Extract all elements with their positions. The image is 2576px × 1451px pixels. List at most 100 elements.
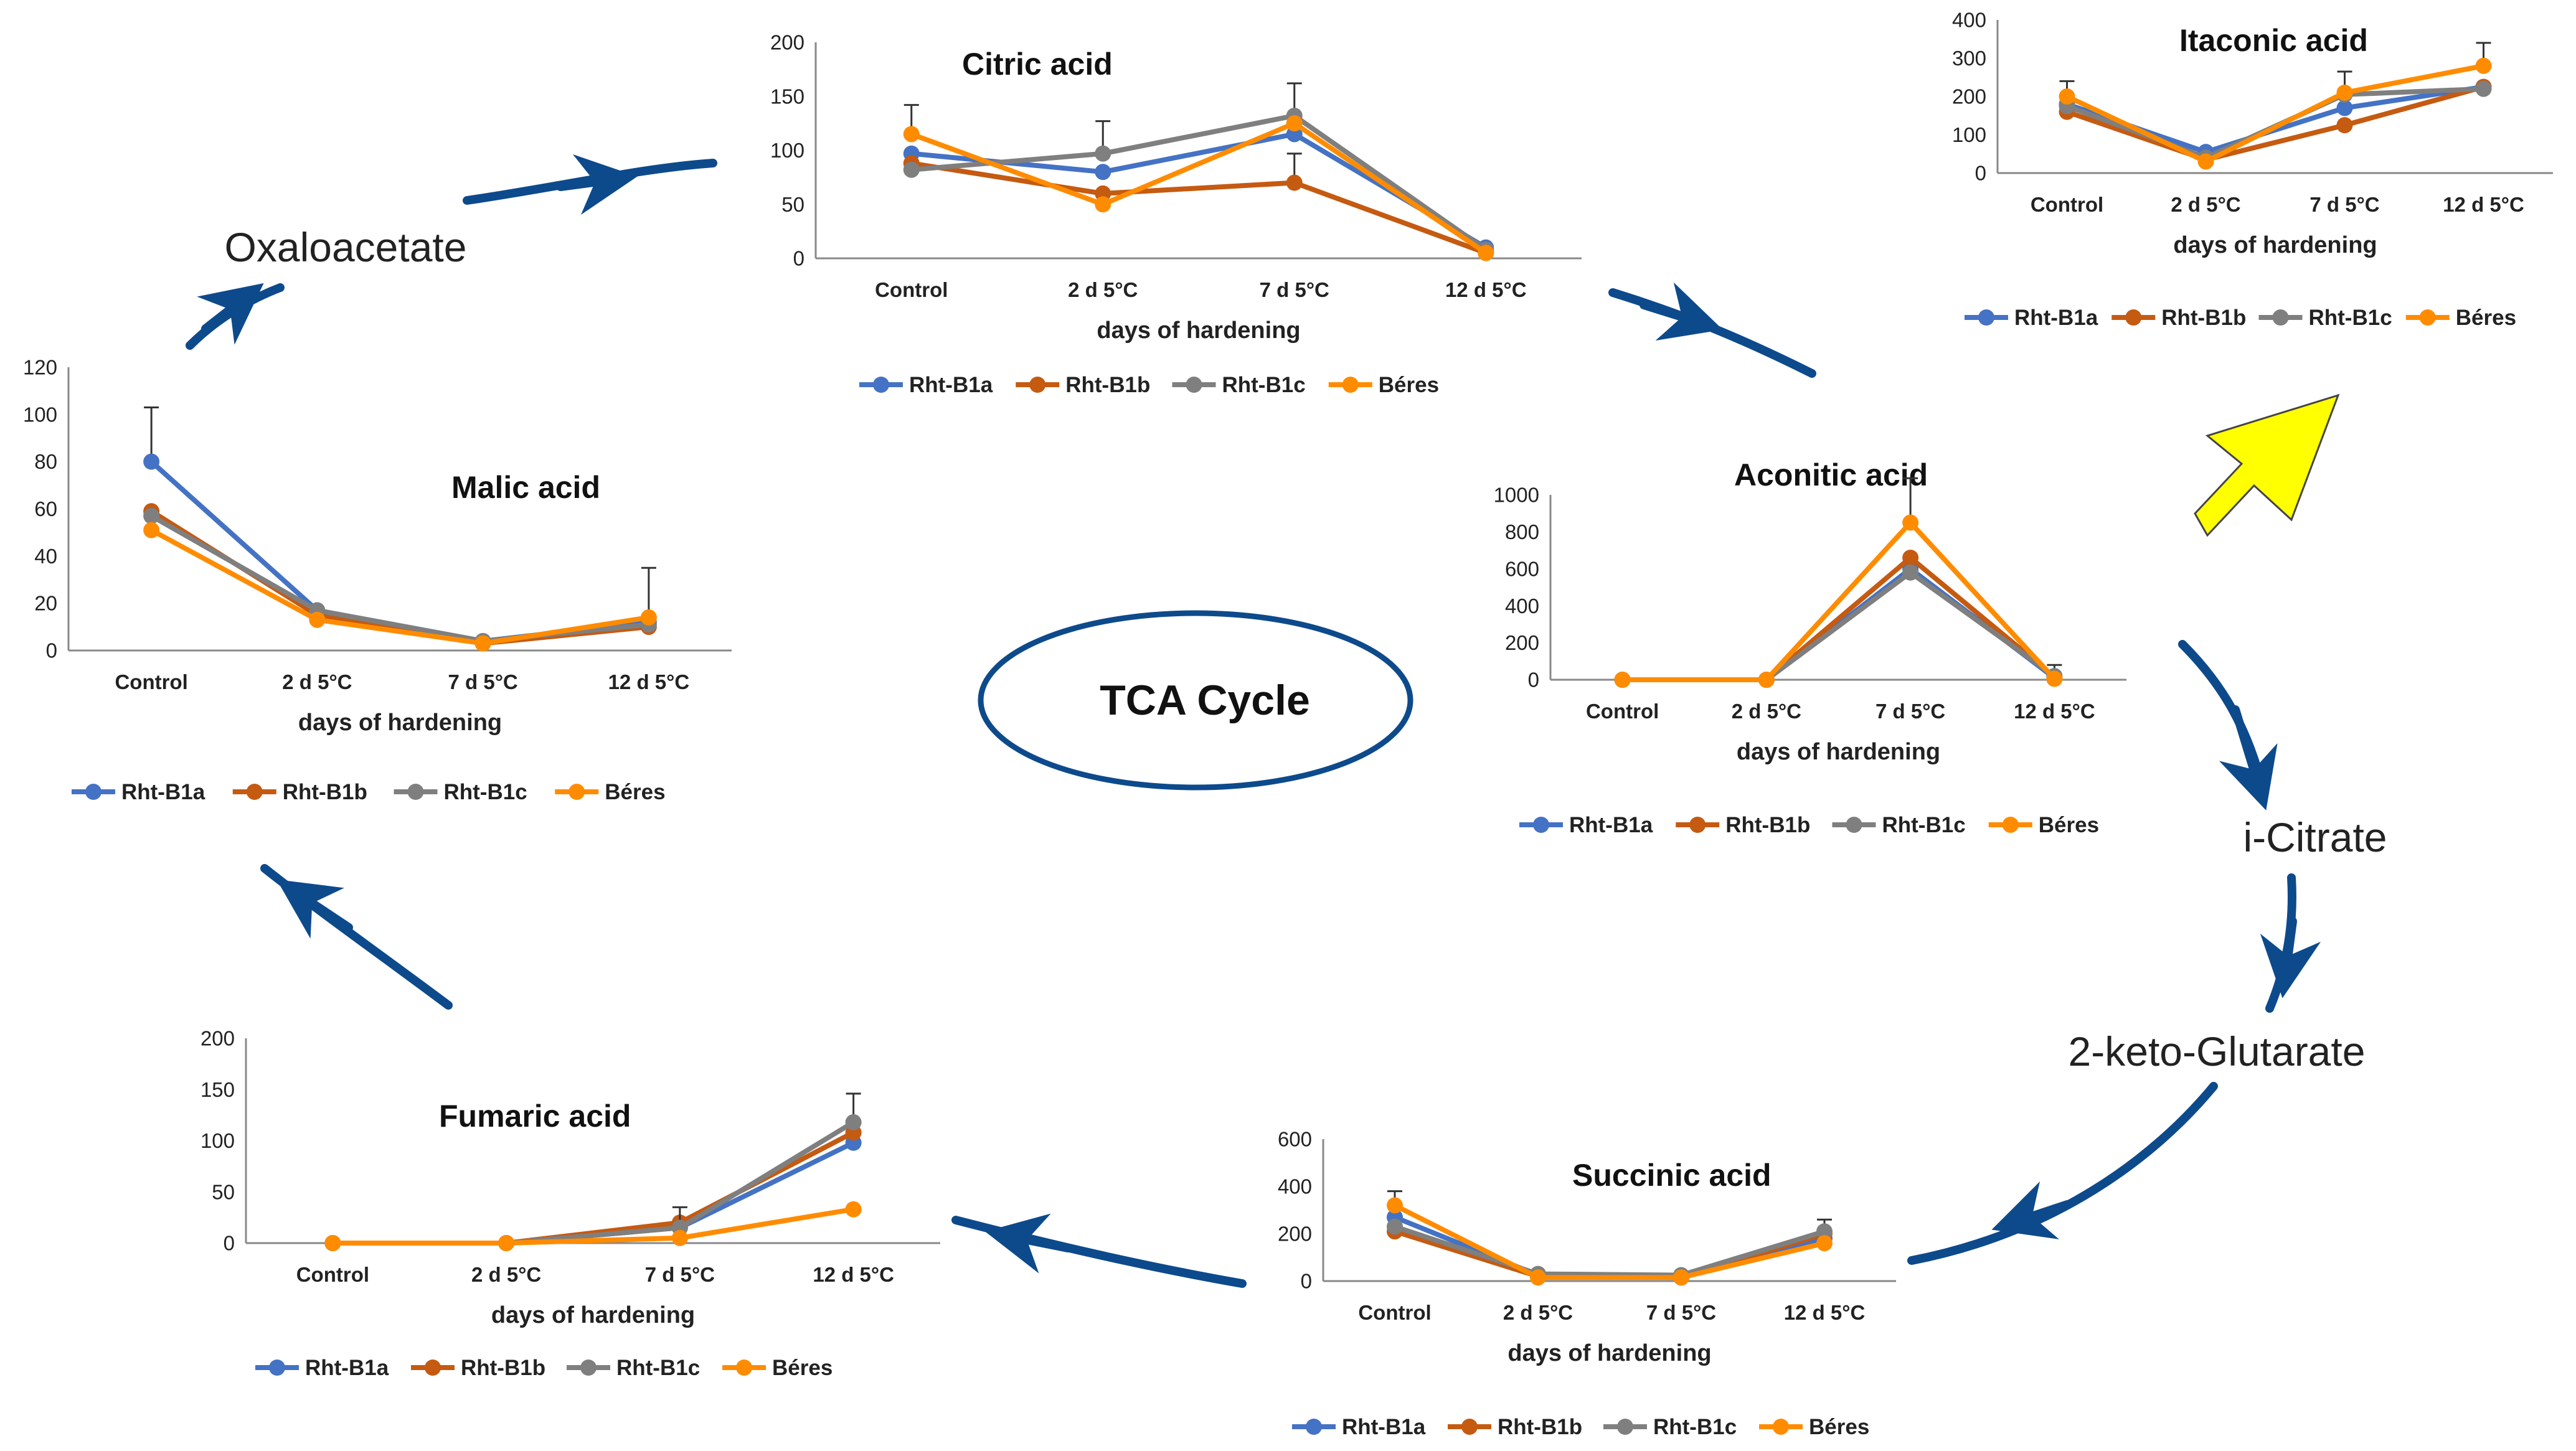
legend-swatch-marker-rht-b1a <box>873 377 889 393</box>
data-point-rht-b1a <box>143 453 160 470</box>
y-tick-label: 150 <box>770 85 804 108</box>
arrow-fumaric-to-malic <box>260 864 453 1010</box>
y-tick-label: 100 <box>23 403 57 426</box>
y-tick-label: 1000 <box>1494 484 1539 507</box>
series-line-rht-b1c <box>1394 1224 1826 1278</box>
arrowhead-icitrate-to-ketoglutarate <box>2260 917 2321 998</box>
data-point-b-res <box>1816 1235 1833 1252</box>
x-tick-label: 7 d 5°C <box>2309 193 2379 216</box>
legend-label-rht-b1a: Rht-B1a <box>121 780 205 804</box>
series-line-rht-b1b <box>333 1130 855 1246</box>
y-tick-label: 50 <box>212 1180 235 1203</box>
x-tick-label: Control <box>1586 700 1659 723</box>
legend-label-b-res: Béres <box>772 1356 833 1380</box>
y-tick-label: 0 <box>1528 669 1539 692</box>
succinic-acid-chart: 0 200 400 600 Control 2 d 5°C 7 d 5°C 12 d 5°C d… <box>1278 1128 1896 1439</box>
data-point-b-res <box>2046 670 2063 687</box>
fumaric-acid-chart: 0 50 100 150 200 Control 2 d 5°C 7 d 5°C 12 d 5°… <box>201 1027 940 1380</box>
legend-label-rht-b1c: Rht-B1c <box>1882 813 1966 837</box>
y-tick-label: 600 <box>1505 557 1539 580</box>
series-line-rht-b1c <box>150 514 649 644</box>
x-tick-label: 2 d 5°C <box>1503 1301 1573 1324</box>
x-tick-label: Control <box>115 670 187 693</box>
legend-label-b-res: Béres <box>1809 1415 1869 1439</box>
series-line-b-res <box>2065 63 2484 164</box>
data-point-b-res <box>1673 1269 1689 1286</box>
data-point-b-res <box>1095 196 1111 213</box>
data-point-rht-b1c <box>903 161 920 178</box>
data-point-b-res <box>1478 245 1494 261</box>
data-point-b-res <box>2059 88 2075 105</box>
data-point-b-res <box>2197 153 2214 170</box>
series-line-rht-b1b <box>2066 84 2484 162</box>
y-tick-label: 100 <box>1952 123 1986 146</box>
legend-label-rht-b1b: Rht-B1b <box>1065 373 1150 397</box>
x-axis-label: days of hardening <box>1507 1340 1711 1366</box>
legend-swatch-marker-rht-b1c <box>407 784 424 800</box>
x-tick-label: 12 d 5°C <box>1784 1301 1866 1324</box>
data-point-b-res <box>1387 1197 1403 1214</box>
legend-label-rht-b1b: Rht-B1b <box>1725 813 1810 837</box>
oxaloacetate-label: Oxaloacetate <box>225 224 467 270</box>
chart-title: Aconitic acid <box>1734 458 1928 492</box>
series-line-b-res <box>1622 520 2057 682</box>
arrow-ketoglutarate-to-succinic <box>1907 1082 2218 1265</box>
x-tick-label: 7 d 5°C <box>1875 700 1945 723</box>
x-tick-label: 7 d 5°C <box>448 670 518 693</box>
legend-swatch-marker-rht-b1c <box>1846 817 1862 833</box>
legend-swatch-marker-rht-b1b <box>1029 377 1046 393</box>
data-point-b-res <box>1614 672 1631 688</box>
data-point-b-res <box>498 1235 515 1251</box>
y-tick-label: 600 <box>1278 1128 1312 1151</box>
x-tick-label: 7 d 5°C <box>645 1263 715 1286</box>
chart-title: Fumaric acid <box>439 1099 631 1134</box>
legend-swatch-marker-rht-b1b <box>1461 1419 1478 1435</box>
y-tick-label: 200 <box>770 31 804 54</box>
arrow-malic-to-oxaloacetate <box>186 283 285 350</box>
x-tick-label: 12 d 5°C <box>1445 278 1527 301</box>
legend-swatch-marker-rht-b1c <box>1617 1419 1633 1435</box>
data-point-b-res <box>1286 115 1303 132</box>
data-point-rht-b1c <box>1095 145 1111 162</box>
y-tick-label: 0 <box>1975 162 1986 185</box>
data-point-rht-b1c <box>2475 80 2492 97</box>
legend-label-rht-b1c: Rht-B1c <box>616 1356 700 1380</box>
x-axis-label: days of hardening <box>1097 317 1300 344</box>
x-tick-label: 7 d 5°C <box>1260 278 1329 301</box>
data-point-b-res <box>324 1235 341 1251</box>
y-tick-label: 100 <box>770 139 804 162</box>
legend-swatch-marker-rht-b1a <box>1978 309 1994 326</box>
series-line-rht-b1a <box>333 1140 855 1246</box>
series-line-b-res <box>910 121 1488 255</box>
y-tick-label: 400 <box>1952 9 1986 32</box>
arrow-succinic-to-fumaric <box>951 1216 1247 1288</box>
legend-label-rht-b1a: Rht-B1a <box>909 373 993 397</box>
series-line-b-res <box>150 528 649 646</box>
data-point-b-res <box>2475 57 2492 74</box>
data-point-rht-b1c <box>143 507 160 524</box>
chart-title: Citric acid <box>962 47 1113 82</box>
series-line-rht-b1b <box>911 161 1487 256</box>
chart-title: Itaconic acid <box>2179 23 2368 58</box>
y-tick-label: 0 <box>224 1232 235 1255</box>
data-point-rht-b1c <box>1387 1218 1403 1235</box>
series-line-b-res <box>1394 1203 1825 1280</box>
x-axis-label: days of hardening <box>2173 232 2377 258</box>
x-tick-label: 12 d 5°C <box>2014 700 2095 723</box>
legend-label-rht-b1b: Rht-B1b <box>283 780 367 804</box>
x-axis-label: days of hardening <box>491 1302 695 1328</box>
y-tick-label: 200 <box>1952 85 1986 108</box>
legend-label-rht-b1c: Rht-B1c <box>1653 1415 1737 1439</box>
legend-swatch-marker-rht-b1b <box>425 1359 441 1376</box>
y-tick-label: 20 <box>34 592 57 615</box>
itaconic-acid-chart: 0 100 200 300 400 Control 2 d 5°C 7 d 5°C 12 d 5… <box>1952 9 2553 330</box>
data-point-rht-b1c <box>845 1114 862 1130</box>
legend-swatch-marker-b-res <box>1773 1419 1789 1435</box>
data-point-rht-b1b <box>1902 549 1919 566</box>
data-point-b-res <box>1902 514 1919 531</box>
legend-label-rht-b1a: Rht-B1a <box>305 1356 389 1380</box>
y-tick-label: 80 <box>34 450 57 473</box>
2-keto-glutarate-label: 2-keto-Glutarate <box>2069 1028 2366 1074</box>
x-tick-label: Control <box>1358 1301 1431 1324</box>
y-tick-label: 800 <box>1505 520 1539 543</box>
